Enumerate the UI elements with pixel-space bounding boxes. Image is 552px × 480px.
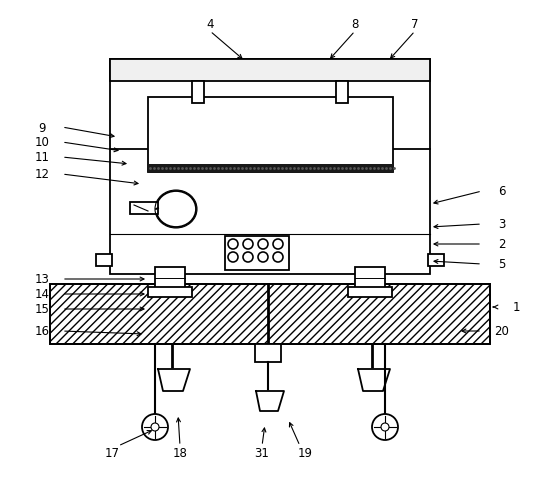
- Bar: [148, 98, 393, 173]
- Polygon shape: [158, 369, 190, 391]
- Text: 13: 13: [35, 273, 50, 286]
- Bar: [355, 267, 385, 289]
- Bar: [428, 254, 444, 266]
- Text: 6: 6: [498, 185, 506, 198]
- Circle shape: [243, 252, 253, 263]
- Ellipse shape: [156, 192, 196, 228]
- Bar: [50, 285, 490, 344]
- Bar: [192, 82, 204, 104]
- Text: 15: 15: [35, 303, 50, 316]
- Text: 3: 3: [498, 218, 506, 231]
- Text: 11: 11: [35, 151, 50, 164]
- Circle shape: [273, 252, 283, 263]
- Bar: [50, 285, 490, 344]
- Text: 4: 4: [206, 18, 214, 31]
- Text: 10: 10: [35, 136, 50, 149]
- Text: 12: 12: [35, 168, 50, 181]
- Bar: [130, 203, 158, 215]
- Text: 20: 20: [495, 325, 509, 338]
- Circle shape: [142, 414, 168, 440]
- Circle shape: [258, 252, 268, 263]
- Bar: [225, 237, 289, 270]
- Text: 19: 19: [298, 446, 312, 459]
- Bar: [336, 82, 348, 104]
- Text: 31: 31: [254, 446, 269, 459]
- Text: 9: 9: [38, 121, 46, 134]
- Bar: [155, 267, 185, 289]
- Text: 16: 16: [35, 325, 50, 338]
- Text: 5: 5: [498, 258, 506, 271]
- Text: 8: 8: [351, 18, 359, 31]
- Circle shape: [372, 414, 398, 440]
- Bar: [96, 254, 112, 266]
- Text: 1: 1: [512, 301, 520, 314]
- Text: 2: 2: [498, 238, 506, 251]
- Text: 18: 18: [173, 446, 188, 459]
- Bar: [110, 60, 430, 82]
- Circle shape: [258, 240, 268, 250]
- Circle shape: [228, 252, 238, 263]
- Bar: [148, 288, 192, 298]
- Circle shape: [273, 240, 283, 250]
- Bar: [110, 60, 430, 275]
- Polygon shape: [358, 369, 390, 391]
- Bar: [148, 165, 393, 173]
- Circle shape: [381, 423, 389, 431]
- Polygon shape: [256, 391, 284, 411]
- Text: 14: 14: [35, 288, 50, 301]
- Bar: [255, 344, 281, 362]
- Text: 7: 7: [411, 18, 419, 31]
- Bar: [348, 288, 392, 298]
- Circle shape: [243, 240, 253, 250]
- Circle shape: [228, 240, 238, 250]
- Text: 17: 17: [104, 446, 119, 459]
- Circle shape: [151, 423, 159, 431]
